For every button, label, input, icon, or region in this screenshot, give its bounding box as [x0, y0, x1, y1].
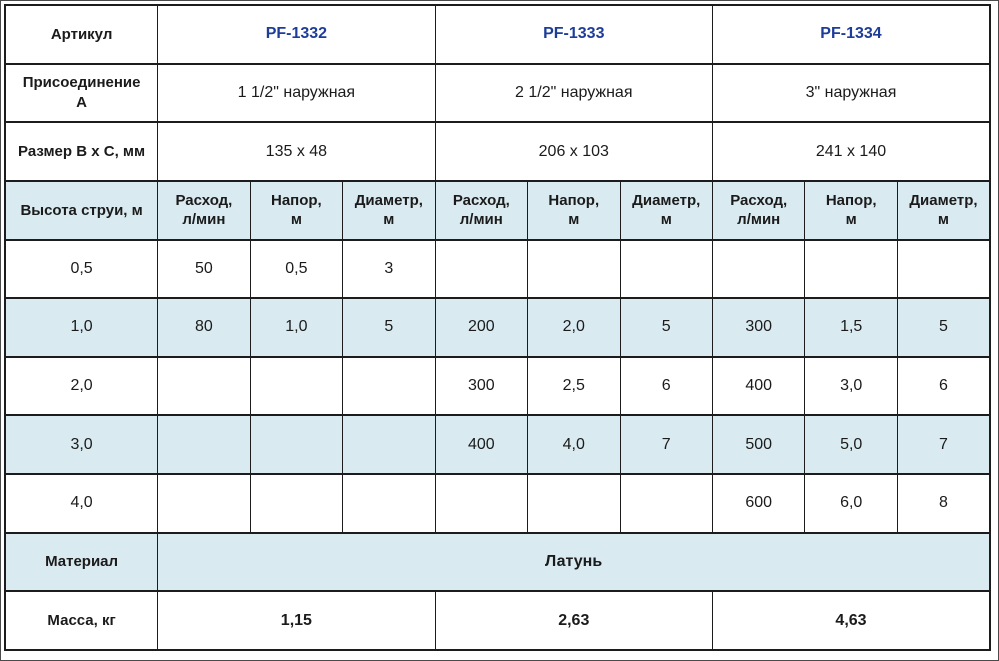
data-cell: 300: [711, 297, 806, 358]
mass-label: Масса, кг: [4, 590, 159, 651]
data-cell: [527, 473, 621, 534]
data-row-3_0: 3,0 400 4,0 7 500 5,0 7: [4, 414, 991, 475]
row-connection: Присоединение А 1 1/2" наружная 2 1/2" н…: [4, 62, 991, 124]
jet-height-label: Высота струи, м: [4, 179, 159, 241]
data-cell: 400: [711, 355, 806, 417]
product-spec-table: Артикул PF-1332 PF-1333 PF-1334 Присоеди…: [4, 4, 991, 651]
data-cell: 400: [434, 414, 529, 475]
size-pf1332: 135 x 48: [157, 121, 436, 182]
row-column-headers: Высота струи, м Расход, л/мин Напор, м Д…: [4, 179, 991, 241]
header-diameter-pf1333: Диаметр, м: [619, 179, 713, 241]
data-cell: 6: [896, 355, 991, 417]
product-code-pf1334: PF-1334: [711, 4, 991, 65]
connection-pf1332: 1 1/2" наружная: [157, 62, 436, 124]
data-cell: 8: [896, 473, 991, 534]
data-cell: 2,0: [527, 297, 621, 358]
height-value: 0,5: [4, 238, 159, 300]
data-cell: [342, 473, 436, 534]
data-cell: 500: [711, 414, 806, 475]
data-cell: 50: [157, 238, 251, 300]
mass-pf1333: 2,63: [434, 590, 713, 651]
data-cell: 2,5: [527, 355, 621, 417]
connection-pf1334: 3" наружная: [711, 62, 991, 124]
connection-pf1333: 2 1/2" наружная: [434, 62, 713, 124]
data-cell: [342, 355, 436, 417]
data-cell: 6: [619, 355, 713, 417]
data-cell: [249, 473, 344, 534]
data-row-0_5: 0,5 50 0,5 3: [4, 238, 991, 300]
connection-label: Присоединение А: [4, 62, 159, 124]
data-cell: [804, 238, 898, 300]
product-code-pf1332: PF-1332: [157, 4, 436, 65]
data-cell: [619, 473, 713, 534]
data-cell: [896, 238, 991, 300]
data-cell: 7: [619, 414, 713, 475]
product-code-pf1333: PF-1333: [434, 4, 713, 65]
header-diameter-pf1332: Диаметр, м: [342, 179, 436, 241]
data-row-1_0: 1,0 80 1,0 5 200 2,0 5 300 1,5 5: [4, 297, 991, 358]
data-cell: [434, 238, 529, 300]
data-cell: [711, 238, 806, 300]
size-pf1334: 241 x 140: [711, 121, 991, 182]
data-cell: 1,5: [804, 297, 898, 358]
data-cell: [157, 414, 251, 475]
data-cell: 0,5: [249, 238, 344, 300]
data-cell: [527, 238, 621, 300]
data-cell: 5: [896, 297, 991, 358]
header-flow-pf1332: Расход, л/мин: [157, 179, 251, 241]
header-diameter-pf1334: Диаметр, м: [896, 179, 991, 241]
height-value: 3,0: [4, 414, 159, 475]
header-head-pf1333: Напор, м: [527, 179, 621, 241]
data-cell: [157, 473, 251, 534]
row-articul: Артикул PF-1332 PF-1333 PF-1334: [4, 4, 991, 65]
data-cell: 300: [434, 355, 529, 417]
data-cell: 6,0: [804, 473, 898, 534]
header-head-pf1332: Напор, м: [249, 179, 344, 241]
row-mass: Масса, кг 1,15 2,63 4,63: [4, 590, 991, 651]
header-flow-pf1334: Расход, л/мин: [711, 179, 806, 241]
data-cell: 5: [342, 297, 436, 358]
data-cell: 5: [619, 297, 713, 358]
data-cell: [342, 414, 436, 475]
row-size: Размер B x C, мм 135 x 48 206 x 103 241 …: [4, 121, 991, 182]
data-cell: 3,0: [804, 355, 898, 417]
data-cell: [249, 355, 344, 417]
size-pf1333: 206 x 103: [434, 121, 713, 182]
material-value: Латунь: [157, 531, 991, 593]
row-material: Материал Латунь: [4, 531, 991, 593]
header-head-pf1334: Напор, м: [804, 179, 898, 241]
height-value: 1,0: [4, 297, 159, 358]
data-cell: [249, 414, 344, 475]
data-cell: 600: [711, 473, 806, 534]
data-cell: [434, 473, 529, 534]
mass-pf1334: 4,63: [711, 590, 991, 651]
height-value: 4,0: [4, 473, 159, 534]
data-cell: 3: [342, 238, 436, 300]
data-cell: 1,0: [249, 297, 344, 358]
data-row-4_0: 4,0 600 6,0 8: [4, 473, 991, 534]
header-flow-pf1333: Расход, л/мин: [434, 179, 529, 241]
material-label: Материал: [4, 531, 159, 593]
data-cell: 5,0: [804, 414, 898, 475]
data-cell: 7: [896, 414, 991, 475]
size-label: Размер B x C, мм: [4, 121, 159, 182]
height-value: 2,0: [4, 355, 159, 417]
data-row-2_0: 2,0 300 2,5 6 400 3,0 6: [4, 355, 991, 417]
data-cell: [619, 238, 713, 300]
data-cell: [157, 355, 251, 417]
articul-label: Артикул: [4, 4, 159, 65]
data-cell: 4,0: [527, 414, 621, 475]
data-cell: 200: [434, 297, 529, 358]
data-cell: 80: [157, 297, 251, 358]
mass-pf1332: 1,15: [157, 590, 436, 651]
